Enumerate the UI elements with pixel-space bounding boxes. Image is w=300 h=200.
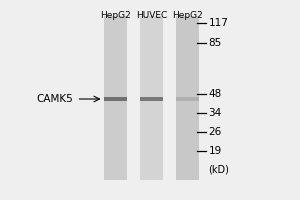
Text: 48: 48 [208, 89, 222, 99]
Text: 19: 19 [208, 146, 222, 156]
Text: 117: 117 [208, 18, 228, 28]
Bar [104, 16, 127, 180]
Text: HUVEC: HUVEC [136, 11, 167, 20]
Text: HepG2: HepG2 [172, 11, 203, 20]
Text: (kD): (kD) [208, 164, 230, 174]
Bar [104, 97, 127, 101]
Bar [140, 97, 163, 101]
Text: 85: 85 [208, 38, 222, 48]
Bar [176, 16, 199, 180]
Bar [140, 16, 163, 180]
Bar [176, 97, 199, 101]
Text: CAMK5: CAMK5 [37, 94, 74, 104]
Text: 34: 34 [208, 108, 222, 118]
Text: 26: 26 [208, 127, 222, 137]
Text: HepG2: HepG2 [100, 11, 131, 20]
